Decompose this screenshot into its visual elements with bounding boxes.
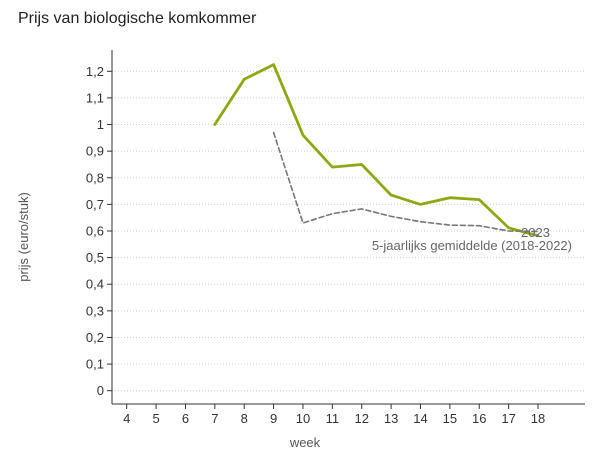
x-axis-label: week bbox=[289, 435, 321, 450]
series-5yr-average-point bbox=[419, 220, 422, 223]
series-5yr-average-point bbox=[478, 224, 481, 227]
x-tick-label: 17 bbox=[501, 411, 515, 426]
y-tick-label: 0,2 bbox=[86, 330, 104, 345]
x-tick-label: 10 bbox=[296, 411, 310, 426]
y-tick-label: 1 bbox=[97, 117, 104, 132]
x-tick-label: 5 bbox=[152, 411, 159, 426]
y-tick-label: 0,4 bbox=[86, 277, 104, 292]
series-5yr-average-line bbox=[272, 131, 539, 233]
y-tick-label: 0,5 bbox=[86, 250, 104, 265]
series-5yr-average-point bbox=[272, 131, 275, 134]
x-tick-label: 8 bbox=[241, 411, 248, 426]
y-tick-label: 0,7 bbox=[86, 197, 104, 212]
series-2023-point bbox=[390, 194, 393, 197]
series-2023-line bbox=[213, 63, 540, 238]
series-2023-point bbox=[478, 198, 481, 201]
series-label-5yr-average: 5-jaarlijks gemiddelde (2018-2022) bbox=[372, 238, 572, 253]
series-2023-point bbox=[272, 63, 275, 66]
series-2023-point bbox=[360, 163, 363, 166]
series-2023-point bbox=[301, 134, 304, 137]
series-2023-point bbox=[448, 196, 451, 199]
tick-labels: 0 0,1 0,2 0,3 0,4 0,5 0,6 0,7 0,8 0,9 1 1,1 1,2 4 5 6 7 8… bbox=[86, 64, 545, 426]
chart-title: Prijs van biologische komkommer bbox=[18, 10, 257, 27]
x-tick-label: 11 bbox=[326, 411, 340, 426]
x-tick-label: 15 bbox=[443, 411, 457, 426]
y-axis-label: prijs (euro/stuk) bbox=[16, 192, 31, 282]
x-tick-label: 9 bbox=[270, 411, 277, 426]
y-tick-label: 0,1 bbox=[86, 357, 104, 372]
axes bbox=[107, 50, 585, 409]
y-tick-label: 0,8 bbox=[86, 170, 104, 185]
series-5yr-average-point bbox=[301, 222, 304, 225]
series-2023-point bbox=[213, 123, 216, 126]
x-tick-label: 18 bbox=[531, 411, 545, 426]
x-tick-label: 14 bbox=[413, 411, 427, 426]
x-tick-label: 12 bbox=[354, 411, 368, 426]
series-5yr-average-point bbox=[390, 215, 393, 218]
y-tick-label: 0 bbox=[97, 383, 104, 398]
y-tick-label: 0,9 bbox=[86, 144, 104, 159]
x-tick-label: 7 bbox=[211, 411, 218, 426]
series-lines bbox=[213, 63, 540, 238]
x-tick-label: 4 bbox=[123, 411, 130, 426]
series-5yr-average-point bbox=[448, 224, 451, 227]
series-2023-point bbox=[419, 203, 422, 206]
y-tick-label: 0,3 bbox=[86, 303, 104, 318]
y-tick-label: 0,6 bbox=[86, 223, 104, 238]
series-2023-point bbox=[507, 226, 510, 229]
x-tick-label: 6 bbox=[182, 411, 189, 426]
series-5yr-average-point bbox=[507, 229, 510, 232]
series-5yr-average-point bbox=[360, 207, 363, 210]
x-tick-label: 16 bbox=[472, 411, 486, 426]
series-2023-point bbox=[243, 78, 246, 81]
series-5yr-average-point bbox=[331, 212, 334, 215]
y-tick-label: 1,1 bbox=[86, 90, 104, 105]
series-label-2023: 2023 bbox=[521, 225, 550, 240]
y-tick-label: 1,2 bbox=[86, 64, 104, 79]
x-tick-label: 13 bbox=[384, 411, 398, 426]
series-2023-point bbox=[331, 166, 334, 169]
grid-lines bbox=[112, 70, 585, 392]
